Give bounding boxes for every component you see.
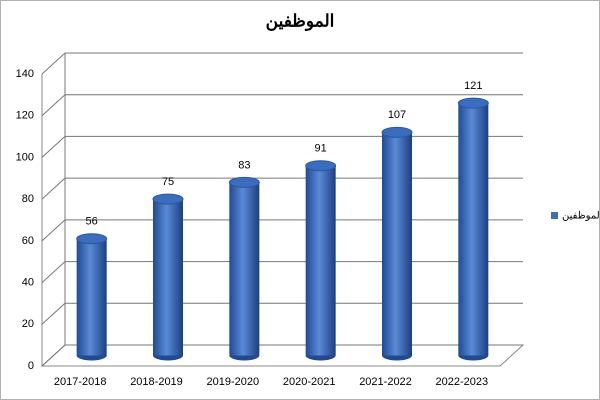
bar [229, 182, 260, 356]
bar-top [152, 193, 184, 205]
bar-top [76, 233, 108, 245]
data-label: 83 [238, 159, 250, 171]
side-grid-line [41, 52, 66, 75]
bar-top [381, 126, 413, 138]
y-tick-label: 100 [16, 151, 34, 163]
legend-label: الموظفين [562, 211, 600, 222]
chart-title: الموظفين [266, 11, 335, 31]
x-tick-label: 2021-2022 [359, 376, 412, 388]
y-tick-label: 60 [22, 235, 34, 247]
side-grid-line [41, 177, 66, 200]
bar [305, 165, 336, 356]
side-grid-line [41, 136, 66, 158]
bar [382, 132, 412, 356]
side-grid-line [41, 94, 66, 117]
x-tick-label: 2018-2019 [130, 376, 183, 388]
y-tick-label: 20 [22, 318, 34, 330]
y-tick-label: 80 [22, 193, 34, 205]
side-grid-line [41, 219, 66, 242]
bar-top [228, 176, 260, 188]
legend-swatch [551, 212, 558, 219]
y-tick-label: 120 [16, 110, 34, 122]
data-label: 121 [464, 80, 482, 92]
bar [153, 199, 183, 356]
x-tick-label: 2017-2018 [54, 376, 107, 388]
bar-top [457, 97, 489, 109]
side-grid-line [41, 261, 66, 283]
data-label: 75 [162, 176, 174, 188]
x-tick-label: 2019-2020 [207, 376, 260, 388]
y-tick-label: 40 [22, 276, 34, 288]
y-tick-label: 140 [16, 68, 34, 80]
bar [458, 103, 489, 356]
data-label: 56 [86, 216, 98, 228]
side-grid-line [41, 302, 66, 325]
x-tick-label: 2022-2023 [436, 376, 489, 388]
side-grid-line [41, 344, 66, 367]
y-tick-label: 0 [28, 360, 34, 372]
x-tick-label: 2020-2021 [283, 376, 336, 388]
data-label: 107 [388, 109, 406, 121]
bar-top [305, 160, 337, 172]
data-label: 91 [315, 143, 327, 155]
bar [76, 238, 107, 356]
